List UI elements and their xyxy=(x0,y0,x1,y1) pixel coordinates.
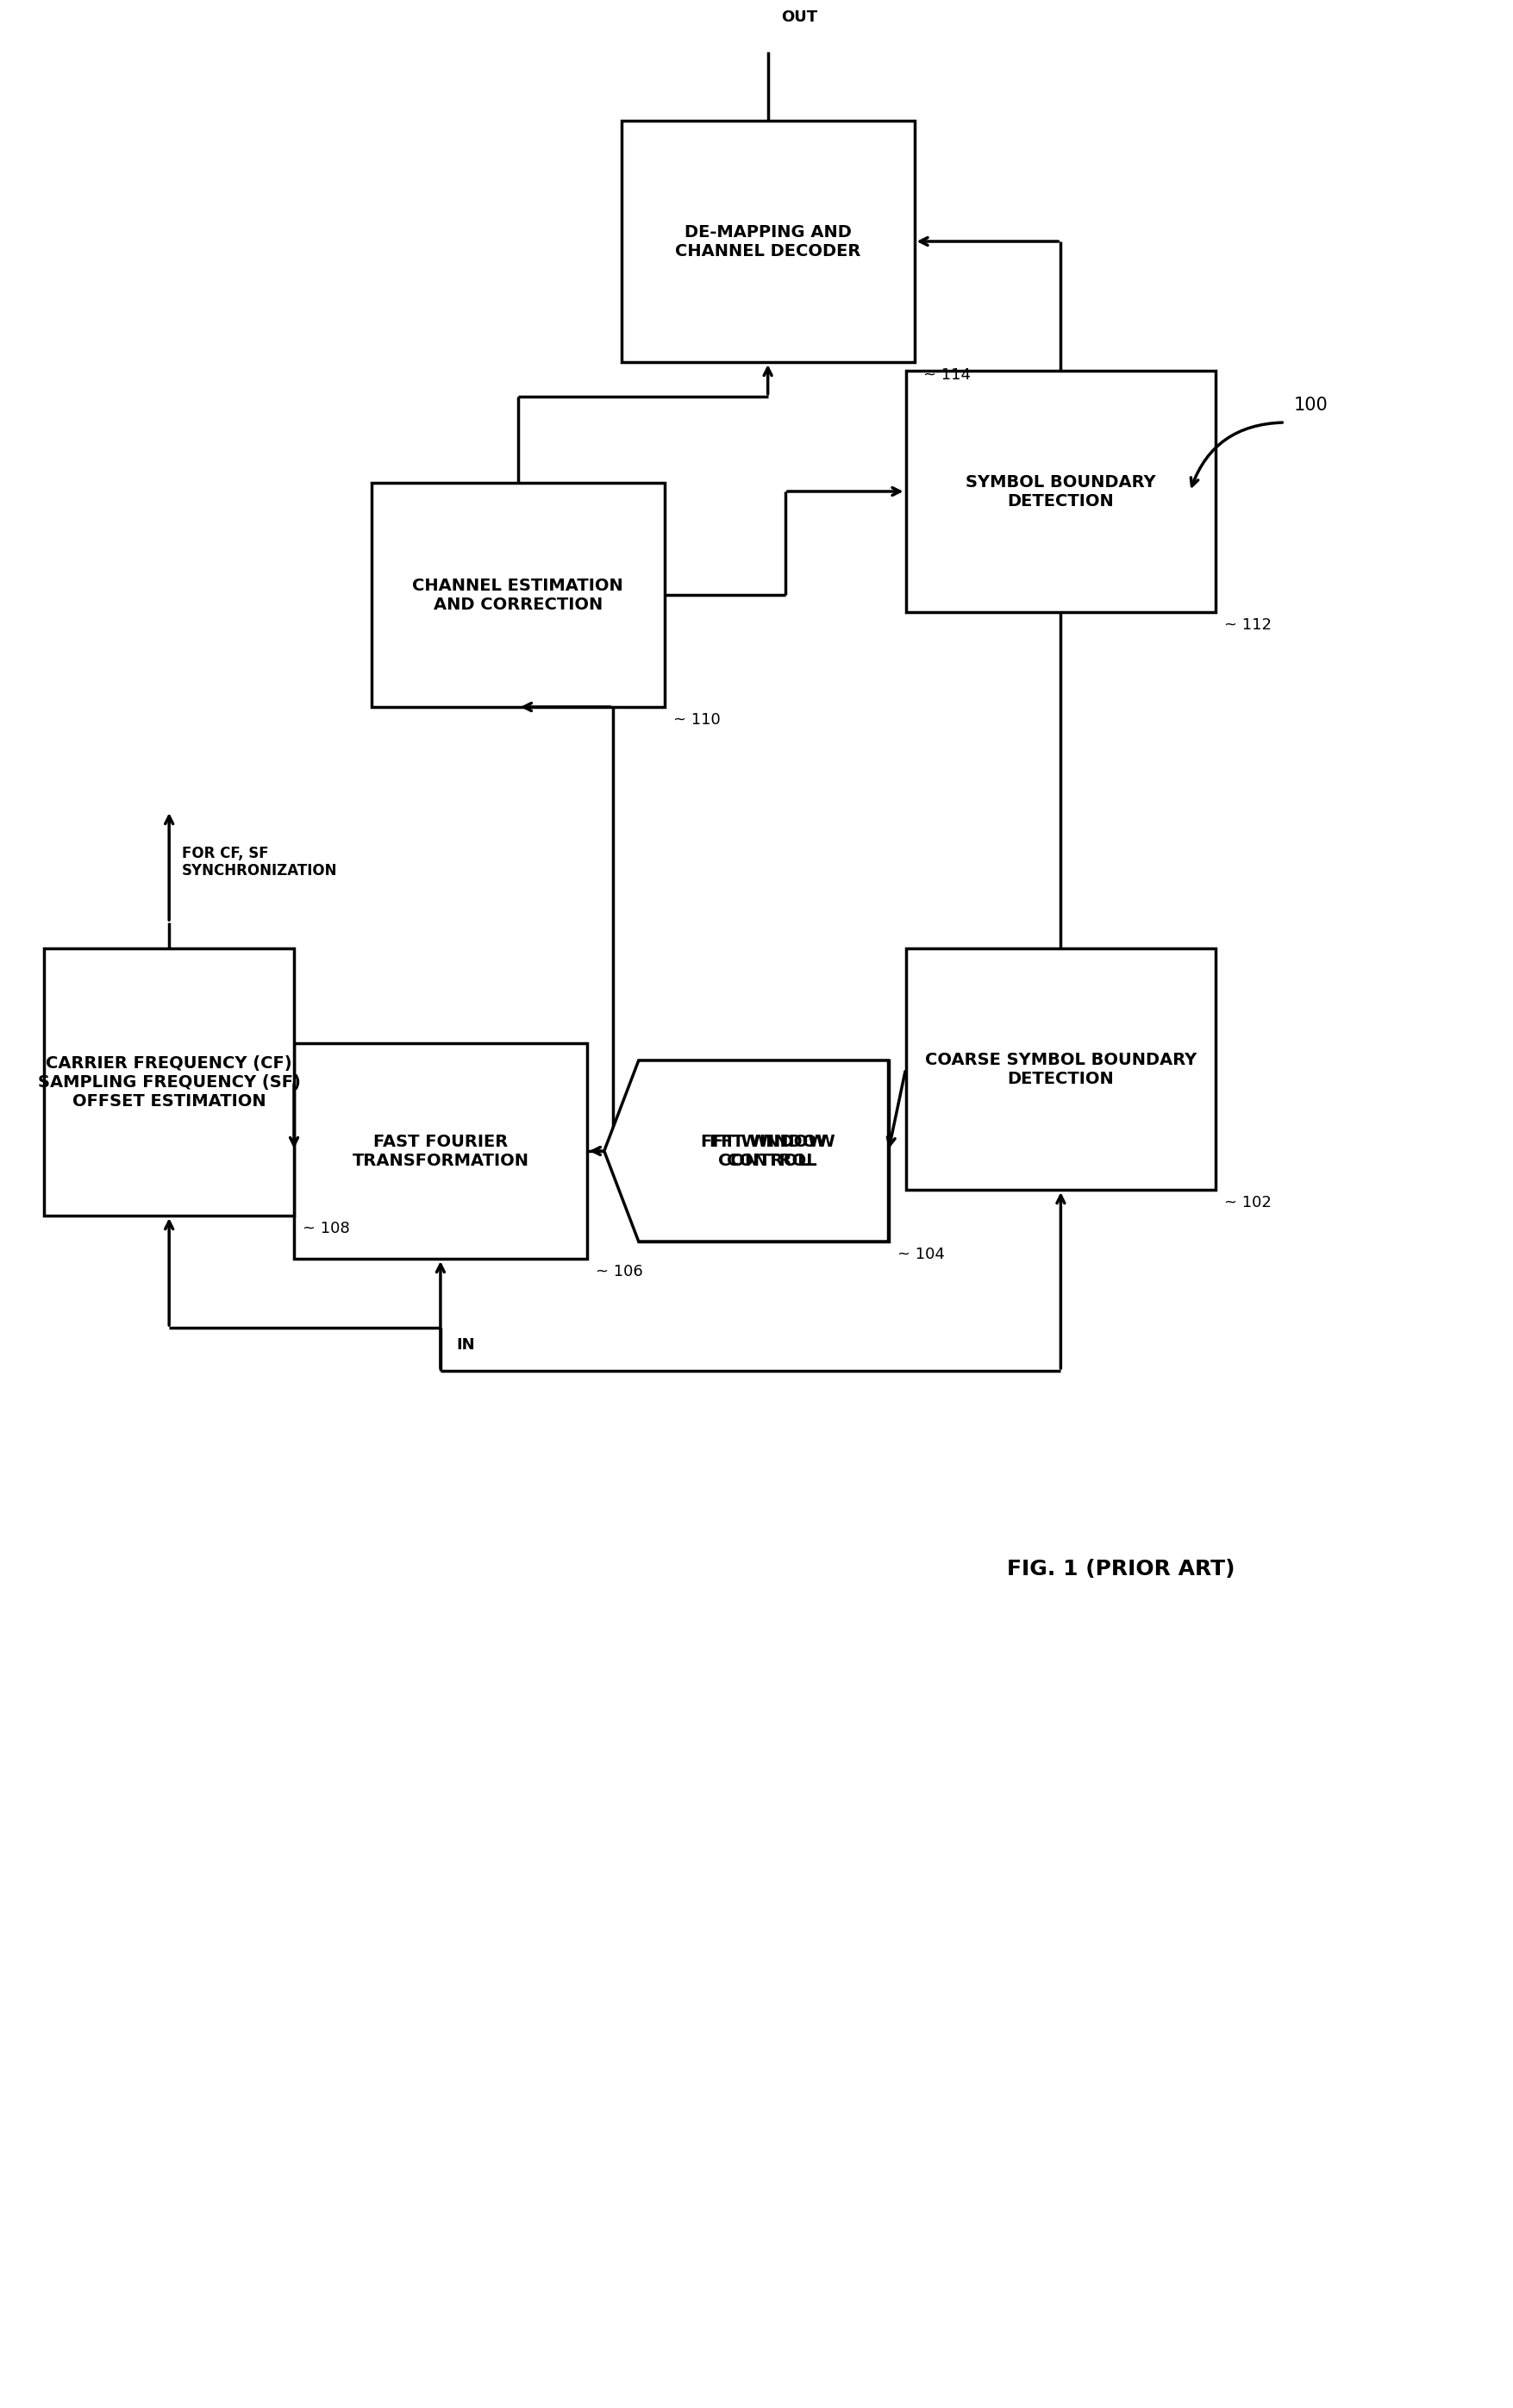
Text: DE-MAPPING AND
CHANNEL DECODER: DE-MAPPING AND CHANNEL DECODER xyxy=(675,224,861,260)
Text: ~ 104: ~ 104 xyxy=(897,1247,944,1262)
Text: FIG. 1 (PRIOR ART): FIG. 1 (PRIOR ART) xyxy=(1006,1558,1235,1580)
Text: FAST FOURIER
TRANSFORMATION: FAST FOURIER TRANSFORMATION xyxy=(353,1134,528,1168)
Polygon shape xyxy=(604,1060,888,1243)
Text: ~ 112: ~ 112 xyxy=(1224,616,1271,633)
Bar xyxy=(294,1043,587,1259)
Text: FFT WINDOW
CONTROL: FFT WINDOW CONTROL xyxy=(710,1134,835,1168)
Bar xyxy=(371,484,664,708)
Text: CARRIER FREQUENCY (CF)
SAMPLING FREQUENCY (SF)
OFFSET ESTIMATION: CARRIER FREQUENCY (CF) SAMPLING FREQUENC… xyxy=(38,1055,301,1110)
Text: ~ 110: ~ 110 xyxy=(673,713,720,727)
Text: COARSE SYMBOL BOUNDARY
DETECTION: COARSE SYMBOL BOUNDARY DETECTION xyxy=(924,1052,1195,1086)
Text: ~ 102: ~ 102 xyxy=(1224,1194,1271,1211)
Text: SYMBOL BOUNDARY
DETECTION: SYMBOL BOUNDARY DETECTION xyxy=(965,474,1154,508)
Bar xyxy=(620,120,914,361)
Bar xyxy=(638,1060,888,1243)
Text: IN: IN xyxy=(455,1336,475,1353)
Text: ~ 106: ~ 106 xyxy=(595,1264,643,1279)
Text: OUT: OUT xyxy=(781,10,817,24)
Bar xyxy=(905,949,1215,1190)
Text: 100: 100 xyxy=(1292,397,1327,414)
Bar xyxy=(905,371,1215,612)
Text: ~ 108: ~ 108 xyxy=(303,1221,350,1235)
Text: FFT WINDOW
CONTROL: FFT WINDOW CONTROL xyxy=(701,1134,826,1168)
Text: CHANNEL ESTIMATION
AND CORRECTION: CHANNEL ESTIMATION AND CORRECTION xyxy=(412,578,623,612)
Bar xyxy=(44,949,294,1216)
Text: ~ 114: ~ 114 xyxy=(923,368,970,383)
Text: FOR CF, SF
SYNCHRONIZATION: FOR CF, SF SYNCHRONIZATION xyxy=(182,845,337,879)
